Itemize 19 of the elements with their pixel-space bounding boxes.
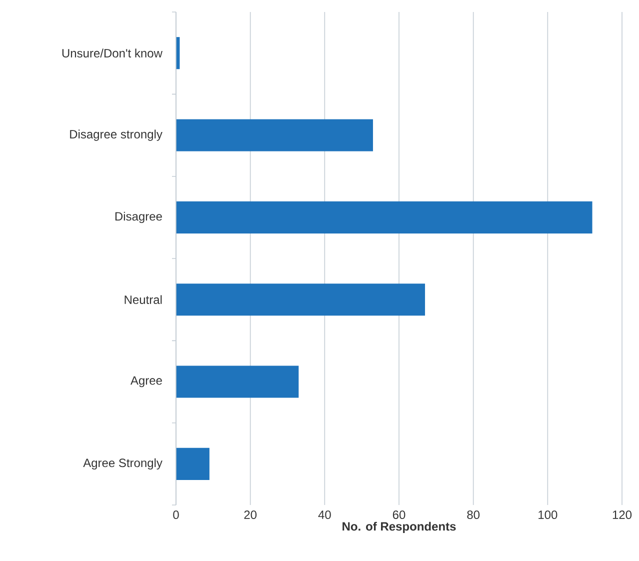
bar — [176, 284, 426, 316]
bar — [176, 201, 592, 234]
x-tick-label: 20 — [244, 510, 257, 520]
y-tick-label: Neutral — [124, 295, 162, 304]
bar — [176, 448, 210, 480]
y-tick-label: Unsure/Don't know — [62, 48, 162, 58]
x-tick-label: 60 — [392, 510, 406, 520]
y-tick-label: Disagree — [115, 212, 162, 224]
x-tick-label: 0 — [173, 510, 179, 520]
x-tick-label: 120 — [612, 510, 632, 520]
y-tick-label: Agree — [130, 376, 162, 388]
bar — [176, 366, 299, 398]
x-tick-label: 40 — [318, 510, 331, 520]
y-tick-label: Agree Strongly — [83, 458, 162, 470]
x-tick-label: 80 — [467, 510, 480, 520]
x-axis-title: No. of Respondents — [342, 522, 456, 534]
bar — [176, 119, 373, 152]
x-tick-label: 100 — [538, 510, 558, 520]
y-tick-label: Disagree strongly — [70, 130, 162, 141]
